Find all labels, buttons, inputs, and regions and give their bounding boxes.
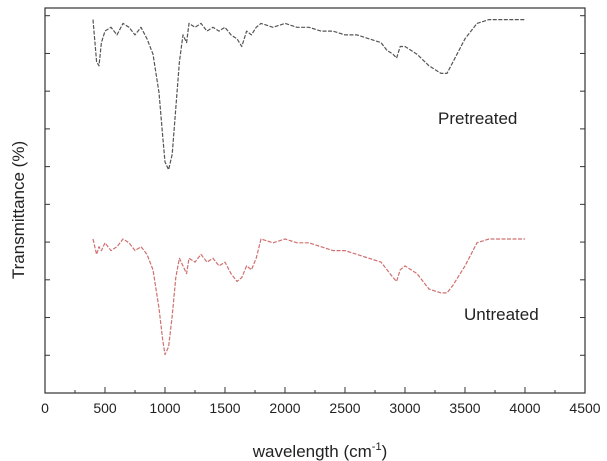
x-axis: 0 500 1000 1500 2000 2500 3000 3500 4000 4500 [41,387,601,416]
x-axis-title: wavelength (cm-1) [252,441,388,461]
x-tick-label: 2500 [329,400,360,416]
y-axis [45,15,585,394]
plot-area [44,7,586,394]
x-tick-label: 0 [41,400,49,416]
series-label-untreated: Untreated [464,305,539,324]
series-layer [92,19,525,356]
series-line-untreated [92,238,525,356]
y-axis-title: Transmittance (%) [9,141,28,279]
x-tick-label: 4500 [569,400,600,416]
x-axis-title-main: wavelength (cm [252,442,372,461]
x-tick-label: 3000 [389,400,420,416]
plot-frame [44,7,586,394]
x-tick-label: 500 [93,400,117,416]
x-axis-title-close: ) [382,442,388,461]
x-axis-title-superscript: -1 [372,441,382,453]
x-tick-label: 1500 [209,400,240,416]
x-tick-label: 3500 [449,400,480,416]
x-tick-label: 2000 [269,400,300,416]
x-tick-label: 1000 [149,400,180,416]
series-line-pretreated [92,19,525,171]
x-tick-label: 4000 [509,400,540,416]
annotation-layer: Pretreated Untreated [438,109,539,324]
series-label-pretreated: Pretreated [438,109,517,128]
